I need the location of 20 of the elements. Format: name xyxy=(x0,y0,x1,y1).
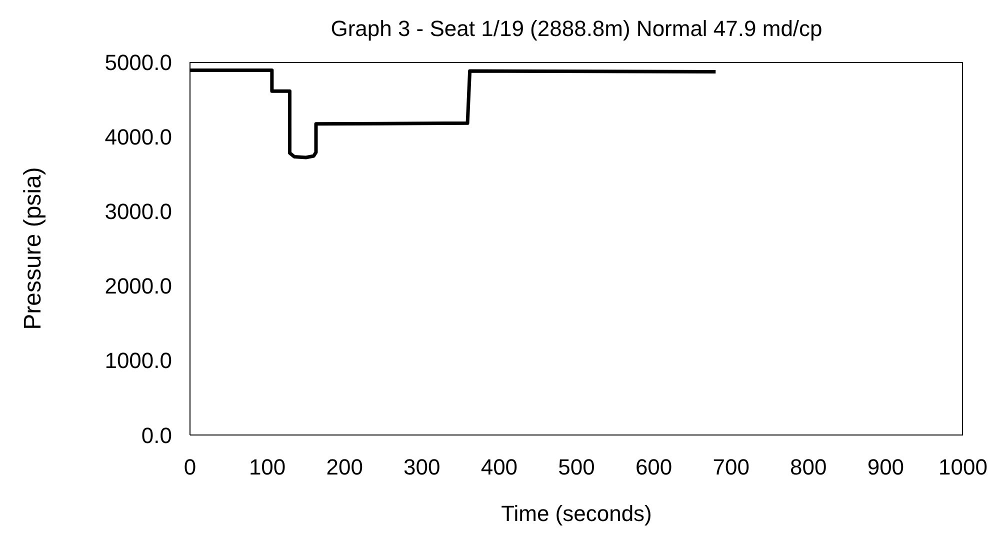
x-tick-label: 0 xyxy=(184,454,196,480)
y-tick-label: 0.0 xyxy=(141,422,172,448)
x-tick-label: 900 xyxy=(867,454,904,480)
y-tick-label: 2000.0 xyxy=(104,274,172,299)
y-tick-label: 5000.0 xyxy=(104,50,172,75)
x-tick-label: 1000 xyxy=(938,454,988,480)
x-tick-label: 300 xyxy=(404,454,440,480)
chart-title: Graph 3 - Seat 1/19 (2888.8m) Normal 47.9 md/cp xyxy=(330,16,824,42)
x-tick-label: 100 xyxy=(248,454,286,480)
y-axis-title: Pressure (psia) xyxy=(20,167,47,330)
x-tick-label: 600 xyxy=(635,454,672,480)
y-tick-label: 1000.0 xyxy=(104,348,172,374)
x-tick-label: 800 xyxy=(790,454,827,480)
y-tick-label: 4000.0 xyxy=(104,124,172,150)
x-tick-label: 400 xyxy=(480,454,518,480)
x-tick-label: 500 xyxy=(558,454,595,480)
y-tick-label: 3000.0 xyxy=(104,199,172,224)
x-tick-label: 200 xyxy=(326,454,363,480)
x-axis-title: Time (seconds) xyxy=(501,501,652,526)
x-tick-label: 700 xyxy=(712,454,750,480)
